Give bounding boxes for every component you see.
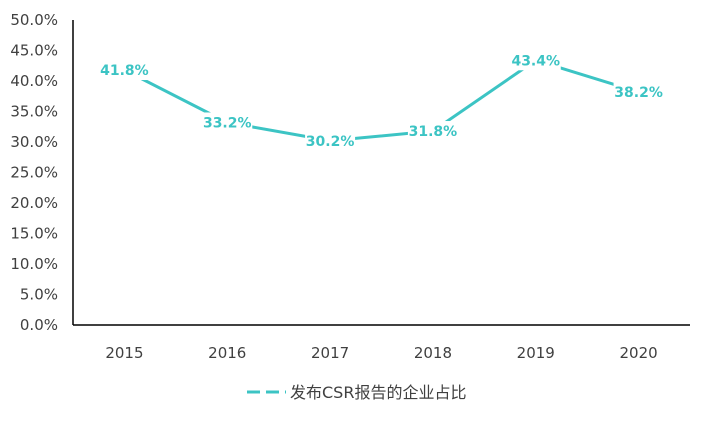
y-tick-label: 20.0% bbox=[10, 194, 58, 212]
x-tick-label: 2018 bbox=[414, 344, 452, 362]
data-label: 30.2% bbox=[306, 134, 355, 150]
y-tick-label: 45.0% bbox=[10, 42, 58, 60]
data-labels: 41.8% 33.2% 30.2% 31.8% 43.4% 38.2% bbox=[99, 50, 664, 151]
data-label: 41.8% bbox=[100, 63, 149, 79]
data-label: 38.2% bbox=[614, 85, 663, 101]
data-label-background bbox=[407, 121, 458, 142]
data-label: 31.8% bbox=[409, 124, 458, 140]
data-label-background bbox=[305, 130, 356, 151]
x-tick-label: 2020 bbox=[619, 344, 657, 362]
data-label-background bbox=[613, 81, 664, 102]
series-line-segment bbox=[431, 58, 538, 133]
y-tick-label: 10.0% bbox=[10, 255, 58, 273]
y-tick-label: 40.0% bbox=[10, 72, 58, 90]
series-lines bbox=[122, 58, 641, 143]
x-tick-label: 2015 bbox=[105, 344, 143, 362]
y-tick-label: 30.0% bbox=[10, 133, 58, 151]
data-label-background bbox=[202, 112, 253, 133]
y-axis-labels: 0.0% 5.0% 10.0% 15.0% 20.0% 25.0% 30.0% 35.0% 40… bbox=[10, 11, 58, 334]
y-tick-label: 15.0% bbox=[10, 225, 58, 243]
data-label: 33.2% bbox=[203, 115, 252, 131]
x-tick-label: 2016 bbox=[208, 344, 246, 362]
legend-label: 发布CSR报告的企业占比 bbox=[290, 383, 466, 402]
data-label-background bbox=[510, 50, 561, 71]
data-label-background bbox=[99, 60, 150, 81]
y-tick-label: 0.0% bbox=[20, 316, 58, 334]
data-label: 43.4% bbox=[511, 53, 560, 69]
legend: 发布CSR报告的企业占比 bbox=[247, 383, 466, 402]
x-tick-label: 2017 bbox=[311, 344, 349, 362]
x-tick-label: 2019 bbox=[517, 344, 555, 362]
y-tick-label: 50.0% bbox=[10, 11, 58, 29]
y-tick-label: 25.0% bbox=[10, 164, 58, 182]
x-axis-labels: 2015 2016 2017 2018 2019 2020 bbox=[105, 344, 657, 362]
y-tick-label: 5.0% bbox=[20, 286, 58, 304]
y-tick-label: 35.0% bbox=[10, 103, 58, 121]
